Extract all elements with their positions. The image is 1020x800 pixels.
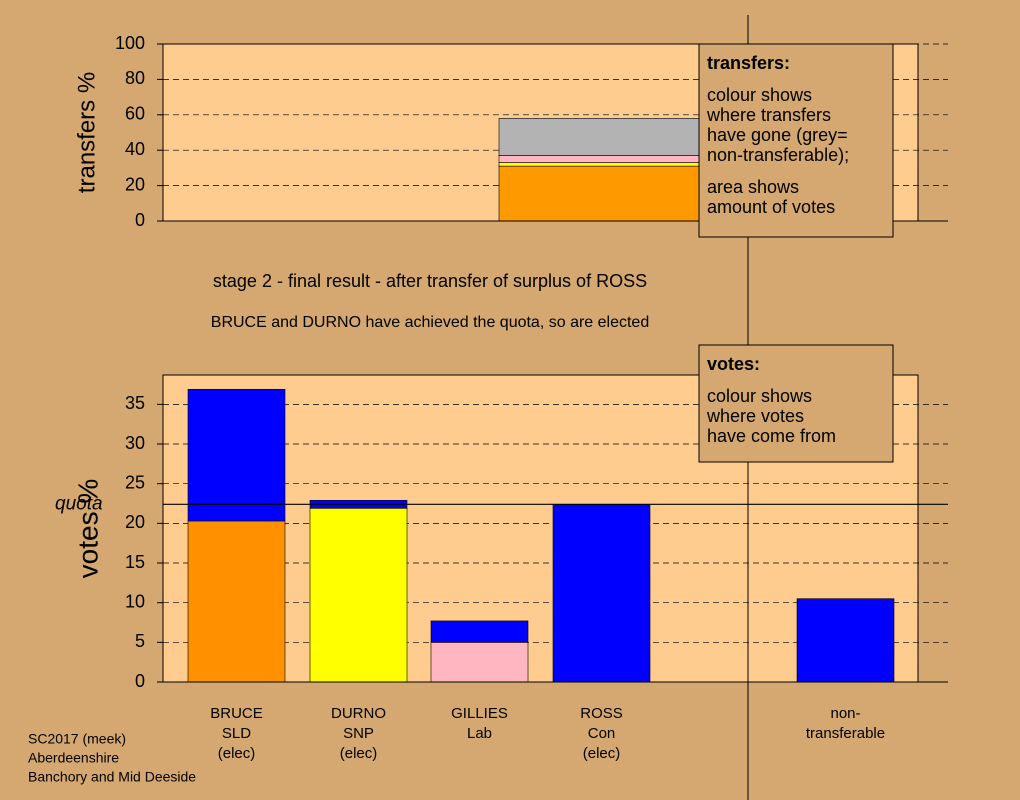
y-tick-label: 30: [125, 433, 145, 453]
stage-subtitle: BRUCE and DURNO have achieved the quota,…: [211, 314, 649, 331]
category-label: BRUCE: [210, 705, 263, 722]
quota-label: quota: [55, 493, 103, 514]
annotation-line: area shows: [707, 177, 799, 197]
category-label: transferable: [806, 725, 885, 742]
bar-segment: [498, 165, 701, 222]
y-tick-label: 60: [125, 104, 145, 124]
annotation-box: [698, 43, 894, 238]
category-label: Con: [588, 725, 616, 742]
annotation-line: have come from: [707, 426, 836, 446]
y-tick-label: 40: [125, 139, 145, 159]
category-label: (elec): [218, 745, 256, 762]
category-label: GILLIES: [451, 705, 508, 722]
annotation-heading: transfers:: [707, 53, 790, 73]
category-label: (elec): [340, 745, 378, 762]
y-tick-label: 0: [135, 671, 145, 691]
category-label: SNP: [343, 725, 374, 742]
bar-segment: [498, 118, 701, 156]
stage-title: stage 2 - final result - after transfer …: [213, 271, 647, 291]
y-tick-label: 20: [125, 174, 145, 194]
bar-segment: [187, 520, 286, 683]
y-tick-label: 5: [135, 631, 145, 651]
footer-line: Banchory and Mid Deeside: [28, 769, 196, 785]
annotation-heading: votes:: [707, 354, 760, 374]
footer-line: Aberdeenshire: [28, 750, 119, 766]
category-label: ROSS: [580, 705, 623, 722]
y-tick-label: 0: [135, 210, 145, 230]
y-tick-label: 100: [115, 33, 145, 53]
bar-segment: [796, 598, 895, 683]
annotation-line: where transfers: [706, 105, 831, 125]
bar-segment: [309, 507, 408, 683]
y-axis-label: votes %: [72, 479, 103, 579]
annotation-line: colour shows: [707, 85, 812, 105]
category-label: (elec): [583, 745, 621, 762]
annotation-line: non-transferable);: [707, 145, 849, 165]
category-label: non-: [830, 705, 860, 722]
y-tick-label: 10: [125, 591, 145, 611]
bar-segment: [498, 162, 701, 167]
category-label: Lab: [467, 725, 492, 742]
bar-segment: [498, 155, 701, 163]
bar-segment: [430, 620, 529, 643]
annotation-line: where votes: [706, 406, 804, 426]
y-tick-label: 25: [125, 472, 145, 492]
bar-segment: [187, 388, 286, 522]
category-label: SLD: [222, 725, 251, 742]
y-tick-label: 80: [125, 68, 145, 88]
annotation-line: have gone (grey=: [707, 125, 848, 145]
bar-segment: [552, 504, 651, 683]
y-axis-label: transfers %: [73, 72, 100, 193]
annotation-box: [698, 344, 894, 463]
y-tick-label: 20: [125, 512, 145, 532]
annotation-line: colour shows: [707, 386, 812, 406]
bar-segment: [430, 642, 529, 683]
category-label: DURNO: [331, 705, 386, 722]
y-tick-label: 15: [125, 552, 145, 572]
annotation-line: amount of votes: [707, 197, 835, 217]
footer-line: SC2017 (meek): [28, 731, 126, 747]
y-tick-label: 35: [125, 393, 145, 413]
